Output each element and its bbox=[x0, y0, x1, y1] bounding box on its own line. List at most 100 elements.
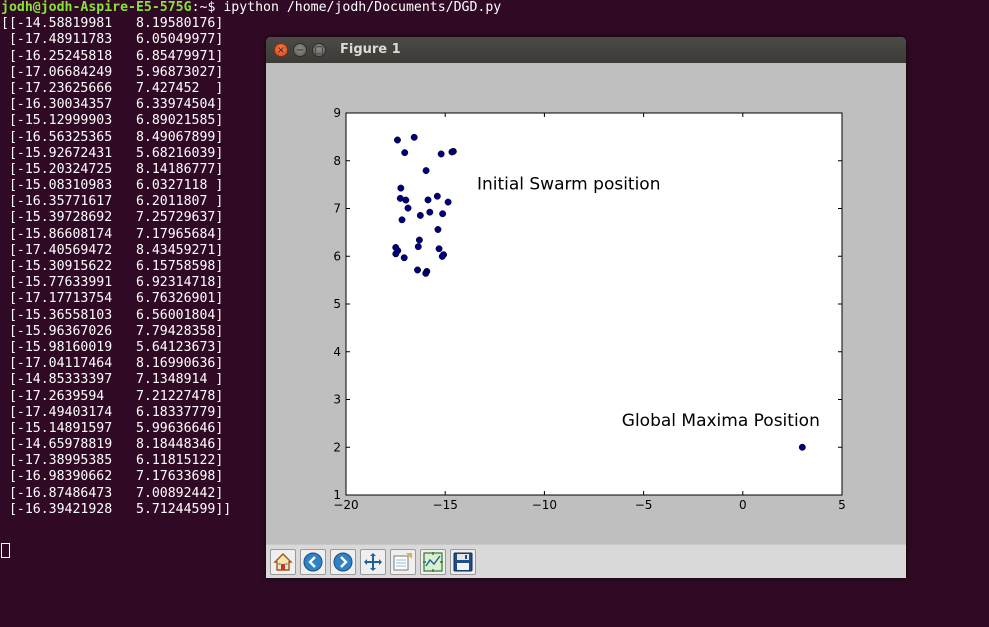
floppy-save-icon bbox=[453, 552, 473, 572]
y-tick-label: 1 bbox=[333, 488, 341, 502]
terminal-output-line: [-15.96367026 7.79428358] bbox=[1, 323, 224, 339]
terminal-output-line: [-15.92672431 5.68216039] bbox=[1, 145, 224, 161]
window-titlebar[interactable]: × − □ Figure 1 bbox=[266, 37, 906, 63]
chart-annotations: Initial Swarm position Global Maxima Posi… bbox=[477, 174, 820, 430]
terminal-output-line: [-16.39421928 5.71244599]] bbox=[1, 501, 232, 517]
terminal-output-line: [-16.87486473 7.00892442] bbox=[1, 485, 224, 501]
terminal-output-line: [-15.08310983 6.0327118 ] bbox=[1, 178, 224, 194]
swarm-point bbox=[414, 266, 421, 274]
y-tick-label: 7 bbox=[333, 202, 341, 216]
annotation-label: Initial Swarm position bbox=[477, 174, 661, 194]
y-tick-label: 8 bbox=[333, 154, 341, 168]
figure-window[interactable]: × − □ Figure 1 −20 −15 −10 −5 0 5 1 2 3 4 5 6 7 8 9 I… bbox=[266, 37, 906, 578]
prompt-line: jodh@jodh-Aspire-E5-575G:~$ ipython /hom… bbox=[1, 0, 501, 16]
y-tick-label: 3 bbox=[333, 393, 341, 407]
zoom-button[interactable] bbox=[390, 549, 416, 575]
back-button[interactable] bbox=[300, 549, 326, 575]
subplots-icon bbox=[423, 552, 443, 572]
swarm-point bbox=[439, 210, 447, 218]
swarm-point bbox=[448, 148, 456, 156]
swarm-point bbox=[398, 216, 406, 224]
terminal-output-line: [-15.39728692 7.25729637] bbox=[1, 210, 224, 226]
terminal-output-line: [-17.23625666 7.427452 ] bbox=[1, 80, 224, 96]
swarm-point bbox=[416, 211, 424, 219]
terminal-cursor bbox=[1, 543, 10, 558]
terminal-output-line: [-15.77633991 6.92314718] bbox=[1, 275, 224, 291]
terminal-output-line: [-17.06684249 5.96873027] bbox=[1, 64, 224, 80]
prompt-command: ipython /home/jodh/Documents/DGD.py bbox=[223, 0, 502, 15]
swarm-point bbox=[404, 204, 412, 212]
terminal-output-line: [-15.14891597 5.99636646] bbox=[1, 420, 224, 436]
swarm-point bbox=[434, 226, 442, 233]
swarm-point bbox=[394, 136, 401, 144]
swarm-point bbox=[437, 150, 445, 158]
plot-area bbox=[345, 112, 843, 496]
close-button[interactable]: × bbox=[274, 43, 288, 57]
terminal-output-line: [-16.25245818 6.85479971] bbox=[1, 48, 224, 64]
terminal-output-line: [-17.49403174 6.18337779] bbox=[1, 404, 224, 420]
x-tick-label: −10 bbox=[532, 498, 557, 512]
terminal-output-line: [-17.04117464 8.16990636] bbox=[1, 356, 224, 372]
swarm-point bbox=[433, 192, 441, 200]
swarm-point bbox=[401, 149, 409, 157]
home-button[interactable] bbox=[270, 549, 296, 575]
terminal-output-line: [-15.20324725 8.14186777] bbox=[1, 161, 224, 177]
swarm-point bbox=[422, 269, 430, 277]
terminal-output-line: [-14.65978819 8.18448346] bbox=[1, 437, 224, 453]
swarm-point bbox=[400, 254, 408, 262]
terminal-output-line: [-15.30915622 6.15758598] bbox=[1, 259, 224, 274]
y-tick-label: 4 bbox=[333, 345, 341, 359]
y-tick-label: 9 bbox=[333, 106, 341, 120]
annotation-label: Global Maxima Position bbox=[622, 411, 820, 431]
window-title: Figure 1 bbox=[340, 42, 401, 57]
y-tick-label: 5 bbox=[333, 297, 341, 311]
terminal-output-line: [-15.36558103 6.56001804] bbox=[1, 307, 224, 323]
terminal-output-line: [-17.48911783 6.05049977] bbox=[1, 32, 224, 48]
terminal-output-line: [-17.2639594 7.21227478] bbox=[1, 388, 224, 404]
terminal-output-line: [-14.85333397 7.1348914 ] bbox=[1, 372, 224, 388]
x-axis: −20 −15 −10 −5 0 5 bbox=[333, 113, 846, 512]
minimize-button[interactable]: − bbox=[293, 43, 307, 57]
terminal-output-line: [-17.38995385 6.11815122] bbox=[1, 453, 224, 469]
maximize-button[interactable]: □ bbox=[312, 43, 326, 57]
terminal-output-line: [-16.98390662 7.17633698] bbox=[1, 469, 224, 485]
terminal-output-line: [-15.86608174 7.17965684] bbox=[1, 226, 224, 242]
subplots-button[interactable] bbox=[420, 549, 446, 575]
home-icon bbox=[273, 553, 293, 571]
y-axis: 1 2 3 4 5 6 7 8 9 bbox=[333, 106, 842, 502]
terminal-output-line: [-17.40569472 8.43459271] bbox=[1, 242, 224, 258]
prompt-user: jodh@jodh-Aspire-E5-575G bbox=[1, 0, 192, 15]
swarm-point bbox=[402, 196, 410, 204]
x-tick-label: −5 bbox=[635, 498, 653, 512]
terminal-output-line: [-16.35771617 6.2011807 ] bbox=[1, 194, 224, 210]
scatter-points bbox=[392, 133, 806, 451]
pan-button[interactable] bbox=[360, 549, 386, 575]
swarm-point bbox=[426, 208, 434, 216]
terminal-output-line: [-17.17713754 6.76326901] bbox=[1, 291, 224, 307]
forward-button[interactable] bbox=[330, 549, 356, 575]
y-tick-label: 6 bbox=[333, 249, 341, 263]
terminal-output-line: [[-14.58819981 8.19580176] bbox=[1, 16, 224, 32]
swarm-point bbox=[438, 252, 446, 260]
terminal-output-line: [-16.56325365 8.49067899] bbox=[1, 129, 224, 145]
swarm-point bbox=[422, 167, 430, 175]
swarm-point bbox=[397, 184, 405, 192]
terminal-output-line: [-15.98160019 5.64123673] bbox=[1, 339, 224, 355]
forward-arrow-icon bbox=[333, 552, 353, 572]
zoom-rect-icon bbox=[393, 553, 412, 571]
save-button[interactable] bbox=[450, 549, 476, 575]
figure-canvas[interactable]: −20 −15 −10 −5 0 5 1 2 3 4 5 6 7 8 9 Initial Swarm po… bbox=[266, 63, 906, 544]
swarm-point bbox=[410, 133, 418, 141]
swarm-point bbox=[444, 198, 452, 206]
navigation-toolbar bbox=[266, 544, 906, 578]
swarm-point bbox=[435, 245, 443, 253]
back-arrow-icon bbox=[303, 552, 323, 572]
terminal-output: [[-14.58819981 8.19580176] [-17.48911783… bbox=[1, 16, 231, 518]
swarm-point bbox=[394, 247, 402, 255]
terminal-output-line: [-16.30034357 6.33974504] bbox=[1, 97, 224, 113]
swarm-point bbox=[424, 196, 432, 204]
global-maxima-point bbox=[798, 443, 806, 451]
x-tick-label: −20 bbox=[333, 498, 358, 512]
prompt-separator: :~$ bbox=[191, 0, 224, 15]
